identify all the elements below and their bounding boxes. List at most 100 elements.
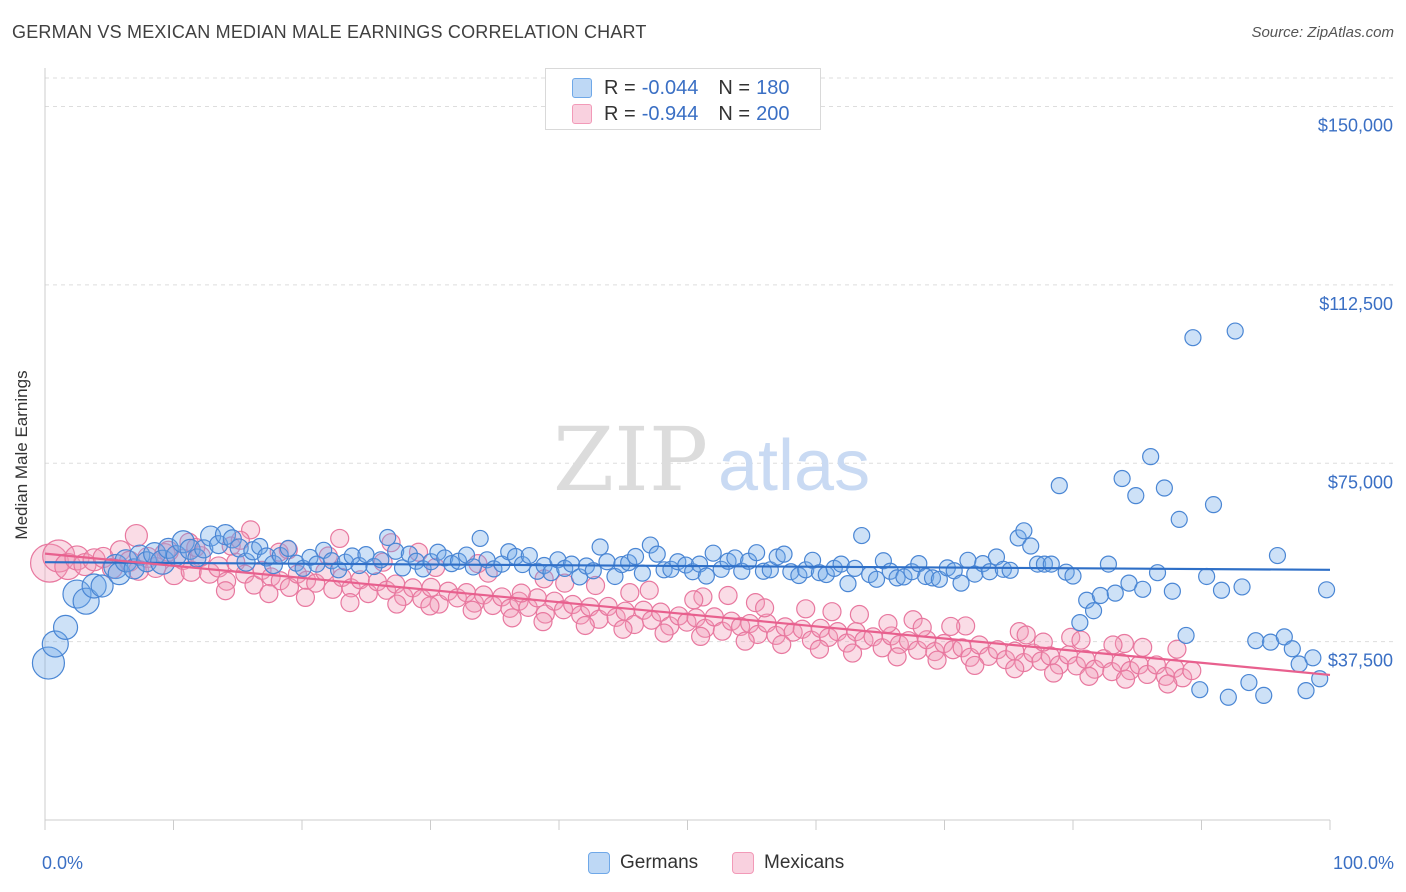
mexican-point [718,585,738,606]
trend-line-mexicans [44,552,1331,677]
mexican-point [244,575,264,595]
german-point [1226,322,1244,340]
mexican-point [124,523,148,548]
mexican-point [502,608,522,628]
german-point [90,574,114,598]
german-point [874,552,892,570]
legend-item-germans[interactable]: Germans [588,852,698,874]
german-point [1127,487,1145,505]
german-point [1148,564,1167,582]
legend-r-label: R = [604,76,636,99]
mexican-point [1005,659,1025,679]
mexican-point [620,583,640,603]
german-point [952,574,970,592]
mexican-point [420,596,440,616]
german-point [1042,555,1060,573]
german-point [1015,522,1033,540]
german-point [994,560,1012,578]
mexican-point [1182,661,1202,681]
legend-n-value: 200 [756,102,790,125]
german-point [1106,584,1124,602]
mexican-point [1079,666,1099,686]
y-axis-title: Median Male Earnings [12,370,31,540]
german-point [81,573,107,599]
german-point [1191,681,1209,699]
german-point [1001,561,1019,579]
german-point [1297,682,1315,700]
german-point [1268,546,1287,565]
legend-n-label: N = [718,76,751,99]
german-point [429,543,447,561]
legend-item-mexicans[interactable]: Mexicans [732,852,844,874]
german-point [1283,640,1301,658]
mexican-point [1031,651,1051,671]
mexican-point [822,602,842,622]
mexican-point [613,619,633,639]
mexican-point [849,604,870,625]
german-point [1099,555,1118,573]
legend-swatch-germans [588,852,610,874]
legend-label-mexicans: Mexicans [764,852,845,873]
german-point [1198,567,1216,586]
chart-title: GERMAN VS MEXICAN MEDIAN MALE EARNINGS C… [12,22,647,42]
german-point [641,536,659,554]
legend-swatch-germans [572,78,592,98]
mexican-point [1133,637,1153,657]
german-point [853,526,871,545]
mexican-point [654,623,674,643]
german-point [379,528,397,547]
mexican-point [1115,669,1136,689]
legend-row-germans: R = -0.044 N = 180 [572,76,789,100]
trend-lines [44,552,1331,677]
german-point [549,551,567,569]
mexican-point [639,580,659,600]
mexican-point [421,577,441,598]
german-point [52,614,79,640]
mexican-point [691,626,711,647]
mexican-point [1158,674,1178,694]
german-point [251,537,269,556]
x-tick-min: 0.0% [42,853,84,873]
mexican-point [988,640,1008,660]
mexican-point [809,639,830,659]
legend-r-value: -0.044 [641,76,699,99]
german-point [1317,581,1336,599]
german-point [1184,329,1202,347]
german-point [1071,614,1089,632]
german-point [1022,537,1040,555]
trend-line-germans [44,561,1331,571]
y-tick-label: $150,000 [1318,116,1393,136]
german-point [1050,477,1068,495]
german-point [31,646,66,680]
german-point [464,558,482,576]
legend-label-germans: Germans [620,852,699,873]
mexican-point [1167,639,1187,659]
y-tick-labels: $37,500 $75,000 $112,500 $150,000 [1318,116,1393,671]
german-point [194,539,214,559]
german-point [236,552,256,572]
german-point [697,567,715,585]
mexican-point [241,520,261,540]
german-point [1219,688,1237,706]
german-point [123,558,145,580]
legend-r-value: -0.944 [641,102,699,125]
y-tick-label: $37,500 [1328,651,1393,671]
german-point [839,575,857,593]
german-point [365,557,383,576]
mexican-point [956,616,976,636]
mexican-point [965,655,985,676]
german-point [1255,686,1273,704]
legend-n-value: 180 [756,76,790,99]
mexican-point [553,600,574,620]
german-point [422,553,440,571]
mexican-point [330,528,350,549]
series-legend: Germans Mexicans [0,852,1406,876]
german-point [157,537,179,560]
german-point [832,555,850,573]
german-point [846,559,864,577]
axes [44,68,1331,830]
mexican-point [387,594,407,614]
german-point [748,544,766,562]
german-point [888,569,906,587]
mexican-point [878,613,898,634]
